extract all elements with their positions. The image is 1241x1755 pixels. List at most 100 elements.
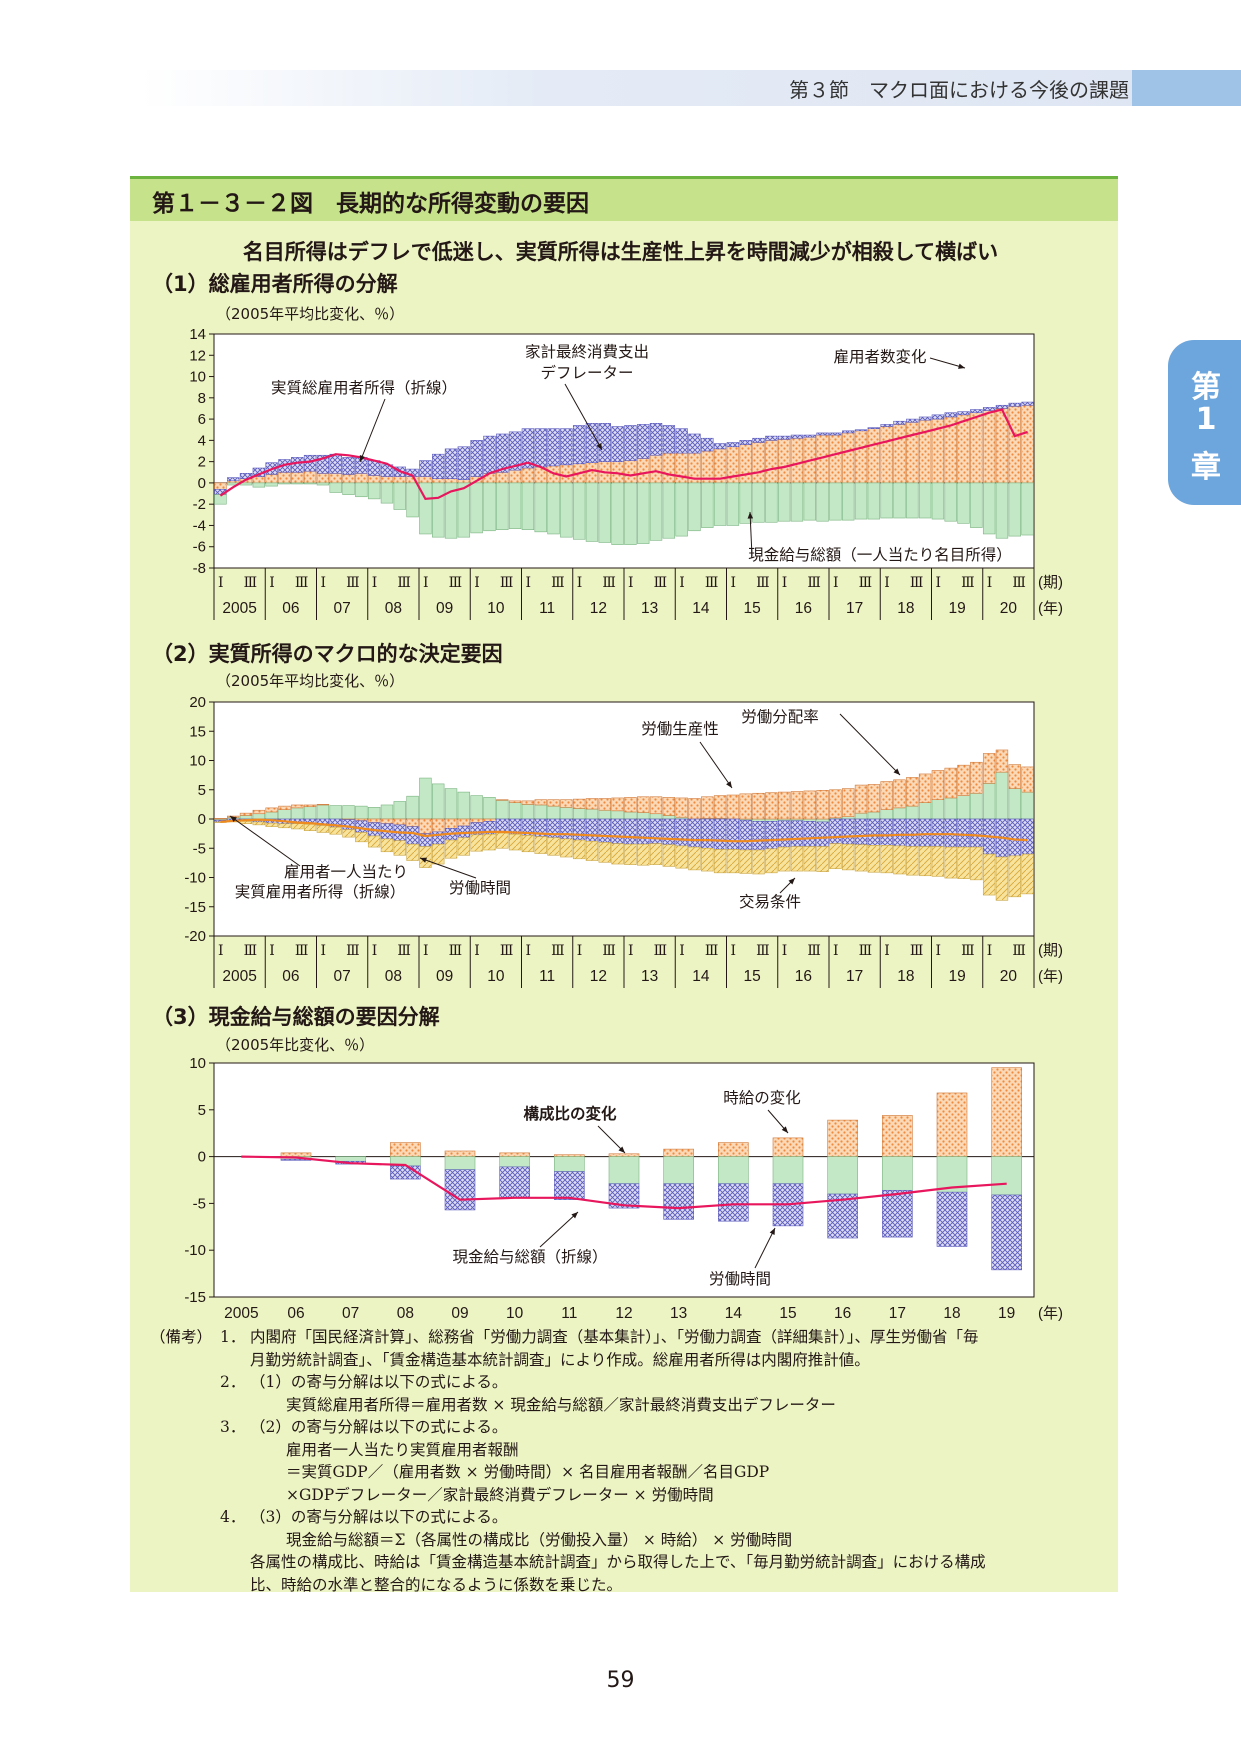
bar-segment [457, 837, 471, 856]
bar-segment [957, 764, 970, 796]
bar-segment [560, 482, 573, 538]
bar-segment [765, 818, 778, 822]
bar-segment [560, 818, 573, 840]
bar-segment [355, 832, 368, 843]
bar-segment [444, 788, 458, 820]
bar-segment [406, 843, 419, 861]
annotation-label: 交易条件 [739, 893, 801, 911]
bar-segment [918, 818, 932, 847]
annotation-arrowhead [420, 857, 427, 863]
bar-segment [499, 1152, 530, 1157]
bar-segment [534, 428, 547, 468]
bar-segment [521, 800, 535, 805]
bar-segment [457, 482, 471, 538]
bar-segment [829, 789, 842, 819]
bar-segment [970, 761, 983, 794]
bar-segment [816, 432, 829, 436]
bar-segment [829, 482, 842, 521]
y-tick-label: 20 [189, 694, 206, 711]
period-tick-label: Ⅰ [628, 943, 634, 959]
period-tick-label: Ⅰ [577, 943, 583, 959]
bar-segment [355, 473, 368, 484]
bar-segment [867, 428, 881, 484]
period-tick-label: Ⅲ [807, 575, 821, 591]
bar-segment [790, 820, 804, 847]
bar-segment [252, 821, 266, 826]
note-formula: ＝実質GDP／（雇用者数 × 労働時間）× 名目雇用者報酬／名目GDP [286, 1463, 770, 1481]
bar-segment [970, 846, 983, 881]
bar-segment [521, 835, 535, 853]
bar-segment [329, 453, 342, 474]
period-tick-label: Ⅲ [244, 575, 258, 591]
bar-segment [944, 797, 957, 820]
period-tick-label: Ⅰ [526, 575, 532, 591]
bar-segment [982, 853, 996, 896]
year-tick-label: 16 [795, 600, 812, 617]
chapter-tab[interactable]: 第 1 章 [1168, 340, 1241, 505]
annotation-label: 労働時間 [709, 1270, 771, 1288]
y-tick-label: -5 [193, 1195, 206, 1212]
y-tick-label: 12 [189, 347, 206, 364]
figure-title: 第１－３－２図 長期的な所得変動の要因 [152, 191, 589, 217]
bar-segment [867, 482, 881, 520]
bar-segment [342, 457, 355, 475]
bar-segment [842, 482, 855, 521]
bar-segment [572, 818, 586, 841]
bar-segment [572, 839, 586, 860]
period-tick-label: Ⅰ [321, 575, 327, 591]
bar-segment [880, 426, 893, 484]
bar-segment [432, 843, 445, 865]
annotation-arrowhead [769, 1228, 775, 1235]
bar-segment [214, 494, 227, 505]
bar-segment [637, 818, 650, 845]
y-tick-label: -10 [184, 870, 206, 887]
bar-segment [534, 482, 547, 533]
bar-segment [637, 424, 650, 459]
period-tick-label: Ⅰ [218, 943, 224, 959]
year-tick-label: 13 [641, 600, 658, 617]
period-tick-label: Ⅰ [679, 943, 685, 959]
period-tick-label: Ⅲ [705, 943, 719, 959]
period-tick-label: Ⅲ [397, 575, 411, 591]
annotation-arrowhead [571, 1212, 578, 1219]
bar-segment [649, 423, 663, 456]
bar-segment [265, 807, 278, 813]
bar-segment [1021, 482, 1034, 536]
bar-segment [765, 482, 778, 523]
bar-segment [611, 843, 624, 865]
period-tick-label: Ⅲ [602, 575, 616, 591]
bar-segment [278, 823, 291, 829]
period-tick-label: Ⅰ [423, 575, 429, 591]
bar-segment [649, 454, 663, 484]
bar-segment [406, 818, 419, 827]
period-tick-label: Ⅲ [551, 575, 565, 591]
bar-segment [521, 467, 535, 484]
section-1-label: （1）総雇用者所得の分解 [152, 272, 398, 296]
bar-segment [752, 849, 765, 875]
bar-segment [752, 818, 765, 822]
bar-segment [957, 795, 970, 820]
bar-segment [718, 1183, 749, 1222]
period-tick-label: Ⅰ [372, 575, 378, 591]
bar-segment [944, 412, 957, 418]
bar-segment [675, 482, 688, 537]
period-tick-label: Ⅲ [295, 943, 309, 959]
bar-segment [342, 829, 355, 838]
bar-segment [393, 818, 406, 826]
bar-segment [355, 805, 368, 820]
bar-segment [893, 420, 906, 425]
bar-segment [1008, 818, 1021, 857]
year-tick-label: 07 [334, 968, 351, 985]
year-tick-label: 12 [590, 968, 607, 985]
bar-segment [675, 428, 688, 454]
bar-segment [624, 843, 637, 865]
bar-segment [649, 796, 663, 815]
bar-segment [508, 482, 522, 529]
bar-segment [906, 421, 919, 484]
bar-segment [419, 846, 432, 868]
bar-segment [957, 818, 970, 848]
bar-segment [547, 799, 560, 807]
bar-segment [239, 812, 253, 816]
period-tick-label: Ⅰ [884, 575, 890, 591]
bar-segment [554, 1156, 585, 1172]
